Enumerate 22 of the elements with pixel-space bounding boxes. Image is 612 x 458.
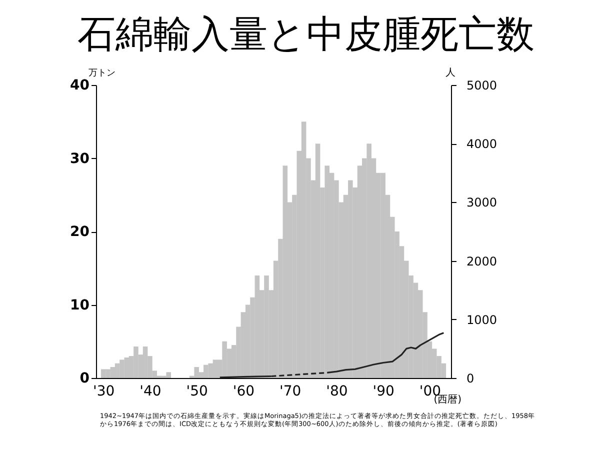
y-axis-title: 万トン bbox=[88, 68, 116, 78]
y-tick-label: 0 bbox=[80, 370, 90, 386]
y-tick-label: 20 bbox=[70, 224, 90, 240]
chart-title: 石綿輸入量と中皮腫死亡数 bbox=[76, 11, 536, 58]
y2-tick-label: 5000 bbox=[466, 78, 498, 92]
y-tick-label: 10 bbox=[70, 297, 90, 314]
y2-tick-label: 0 bbox=[466, 372, 474, 386]
x-tick-label: '40 bbox=[140, 384, 162, 400]
x-tick-label: '80 bbox=[326, 384, 348, 400]
y2-tick-label: 4000 bbox=[466, 137, 498, 152]
x-tick-label: '30 bbox=[92, 384, 115, 400]
y-tick-label: 40 bbox=[70, 78, 90, 94]
x-tick-label: '60 bbox=[232, 384, 255, 400]
y2-tick-label: 1000 bbox=[466, 312, 498, 327]
y2-tick-label: 2000 bbox=[466, 254, 498, 268]
y-tick-label: 30 bbox=[70, 150, 90, 167]
x-tick-label: '90 bbox=[372, 384, 394, 400]
y2-axis-title: 人 bbox=[446, 68, 456, 78]
y2-tick-label: 3000 bbox=[466, 196, 498, 210]
bar bbox=[114, 363, 120, 378]
x-tick-label: '70 bbox=[279, 384, 302, 400]
x-tick-label: '50 bbox=[186, 384, 208, 400]
